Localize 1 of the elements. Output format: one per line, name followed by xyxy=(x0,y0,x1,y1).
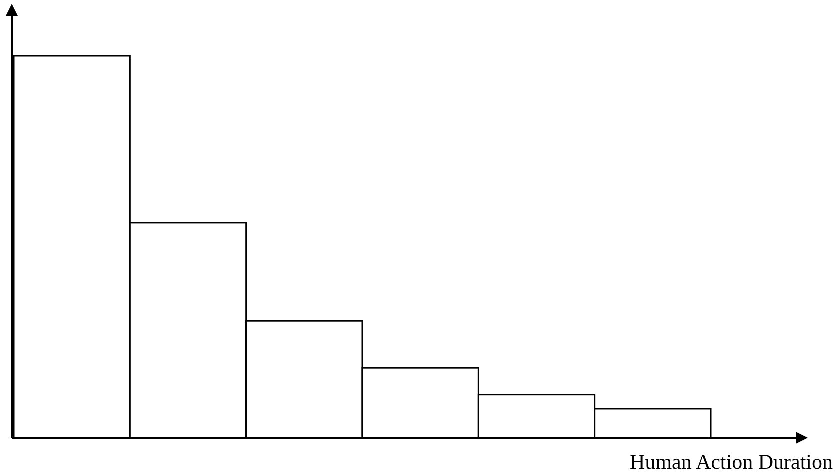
x-axis-title: Human Action Duration xyxy=(630,450,834,474)
